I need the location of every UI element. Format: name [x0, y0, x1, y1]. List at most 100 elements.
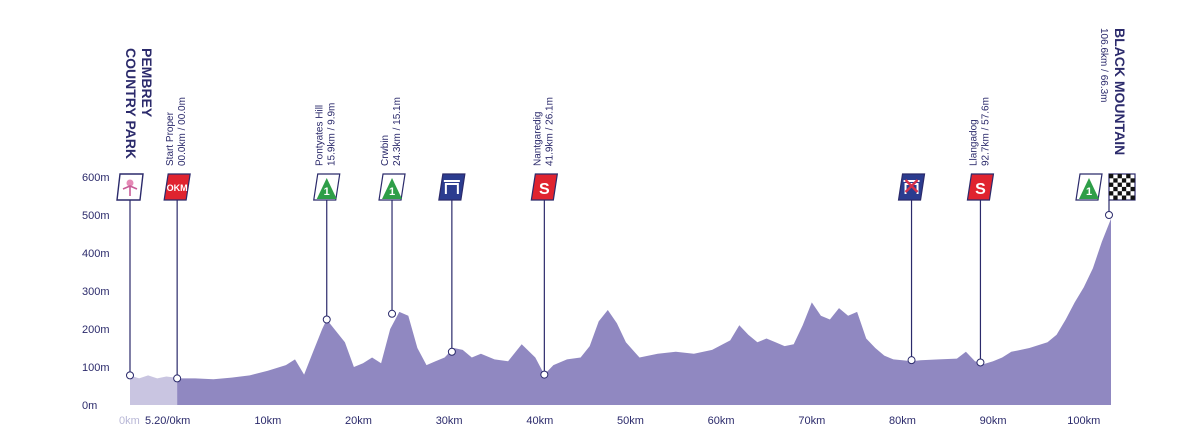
neutral-zone-area [130, 375, 178, 405]
x-tick-label: 80km [889, 415, 916, 427]
x-tick-label: 5.20/0km [145, 415, 190, 427]
checkered-square [1126, 191, 1131, 196]
checkered-square [1130, 186, 1135, 192]
kom-badge-text: 1 [324, 186, 330, 198]
x-tick-label: 60km [708, 415, 735, 427]
profile-area [177, 218, 1112, 405]
flag-off-figure [126, 179, 134, 187]
feed-cross [904, 179, 919, 193]
waypoint-marker [388, 309, 397, 318]
waypoint-marker [126, 371, 134, 380]
flag-off-arms [122, 185, 138, 196]
kom-icon: 1 [313, 173, 341, 201]
y-tick-label: 300m [82, 286, 110, 298]
checkered-square [1130, 195, 1135, 200]
waypoint-title-group: PEMBREYCOUNTRY PARK [123, 48, 155, 159]
waypoint-info: 15.9km / 9.9m [327, 103, 338, 166]
y-tick-label: 600m [82, 172, 110, 184]
sprint-icon: S [530, 173, 559, 201]
y-tick-label: 400m [82, 248, 110, 260]
checkered-square [1109, 182, 1114, 187]
waypoint-label-group: Pontyates Hill 15.9km / 9.9m [315, 103, 338, 166]
okm-badge-box [163, 173, 191, 201]
feed-crossed-icon [897, 173, 926, 201]
x-tick-label: 10km [254, 415, 281, 427]
sprint-badge-text: S [539, 181, 550, 198]
waypoint-marker [447, 347, 456, 356]
feed-gate [443, 180, 460, 194]
x-tick-label: 70km [798, 415, 825, 427]
y-tick-label: 0m [82, 400, 97, 412]
x-tick-label: 20km [345, 415, 372, 427]
y-tick-label: 100m [82, 362, 110, 374]
waypoint-name: Llangadog [968, 119, 979, 166]
waypoint-name: Start Proper [165, 111, 176, 166]
flag-off-icon [116, 173, 144, 201]
x-tick-label: 90km [980, 415, 1007, 427]
checkered-square [1117, 191, 1122, 196]
waypoint-marker [540, 370, 549, 379]
x-tick-label: 50km [617, 415, 644, 427]
checkered-square [1117, 182, 1122, 187]
checkered-square [1121, 195, 1127, 200]
checkered-square [1113, 186, 1118, 192]
sprint-icon: S [966, 173, 995, 201]
axis-layer: 0m 100m 200m 300m 400m 500m 600m 0km 5.20/0km 10k… [82, 172, 1100, 427]
checkered-square [1113, 195, 1118, 200]
waypoint-title-line: PEMBREY [139, 48, 155, 118]
kom-mountain [316, 178, 337, 199]
waypoint-name: Crwbin [380, 135, 391, 166]
checkered-square [1117, 174, 1122, 179]
waypoint-info: 24.3km / 15.1m [392, 97, 403, 166]
checkered-square [1130, 178, 1135, 183]
finish-icon: 1 [1075, 173, 1136, 201]
checkered-square [1109, 191, 1114, 196]
checkered-square [1121, 178, 1127, 183]
kom-mountain [382, 178, 403, 199]
checkered-square [1113, 178, 1118, 183]
y-tick-label: 500m [82, 210, 110, 222]
waypoint-info: 92.7km / 57.6m [980, 97, 991, 166]
okm-icon: OKM [163, 173, 191, 201]
checkered-square [1109, 174, 1114, 179]
checkered-square [1126, 182, 1131, 187]
x-tick-label: 0km [119, 415, 140, 427]
waypoint-name: Pontyates Hill [315, 105, 326, 166]
waypoint-title: PEMBREYCOUNTRY PARK [123, 48, 155, 159]
kom-badge-text: 1 [389, 186, 395, 198]
checkered-square [1126, 174, 1131, 179]
waypoint-title: BLACK MOUNTAIN [1112, 28, 1128, 155]
sprint-badge-box [530, 173, 559, 201]
profile-area-layer [130, 218, 1112, 405]
waypoint-title-line: COUNTRY PARK [123, 48, 139, 159]
sprint-badge-text: S [975, 181, 986, 198]
waypoint-label-group: Crwbin 24.3km / 15.1m [380, 97, 403, 166]
waypoint-marker [173, 374, 182, 383]
finish-kom-mountain [1079, 178, 1099, 199]
checkered-square [1121, 186, 1127, 192]
waypoint-label-group: Start Proper 00.0km / 00.0m [165, 97, 188, 166]
y-tick-label: 200m [82, 324, 110, 336]
waypoint-name: Nantgaredig [532, 112, 543, 166]
finish-kom-text: 1 [1086, 186, 1092, 198]
waypoint-marker [322, 315, 331, 324]
waypoint-label-group: Nantgaredig 41.9km / 26.1m [532, 97, 555, 166]
kom-icon: 1 [378, 173, 406, 201]
okm-badge-text: OKM [167, 183, 188, 193]
waypoint-info: 106.6km / 66.3m [1098, 28, 1109, 102]
feed-icon [438, 173, 466, 201]
waypoint-info: 41.9km / 26.1m [544, 97, 555, 166]
x-tick-label: 40km [526, 415, 553, 427]
feed-badge-box [438, 173, 466, 201]
sprint-badge-box [966, 173, 995, 201]
waypoint-label-group: Llangadog 92.7km / 57.6m [968, 97, 991, 166]
waypoint-marker [907, 356, 916, 365]
waypoint-marker [1105, 211, 1113, 219]
x-tick-label: 100km [1067, 415, 1100, 427]
x-tick-label: 30km [436, 415, 463, 427]
waypoint-info: 00.0km / 00.0m [177, 97, 188, 166]
waypoint-layer: PEMBREYCOUNTRY PARK OKM Start Proper 00.0km… [116, 28, 1136, 383]
waypoint-marker [976, 358, 985, 367]
